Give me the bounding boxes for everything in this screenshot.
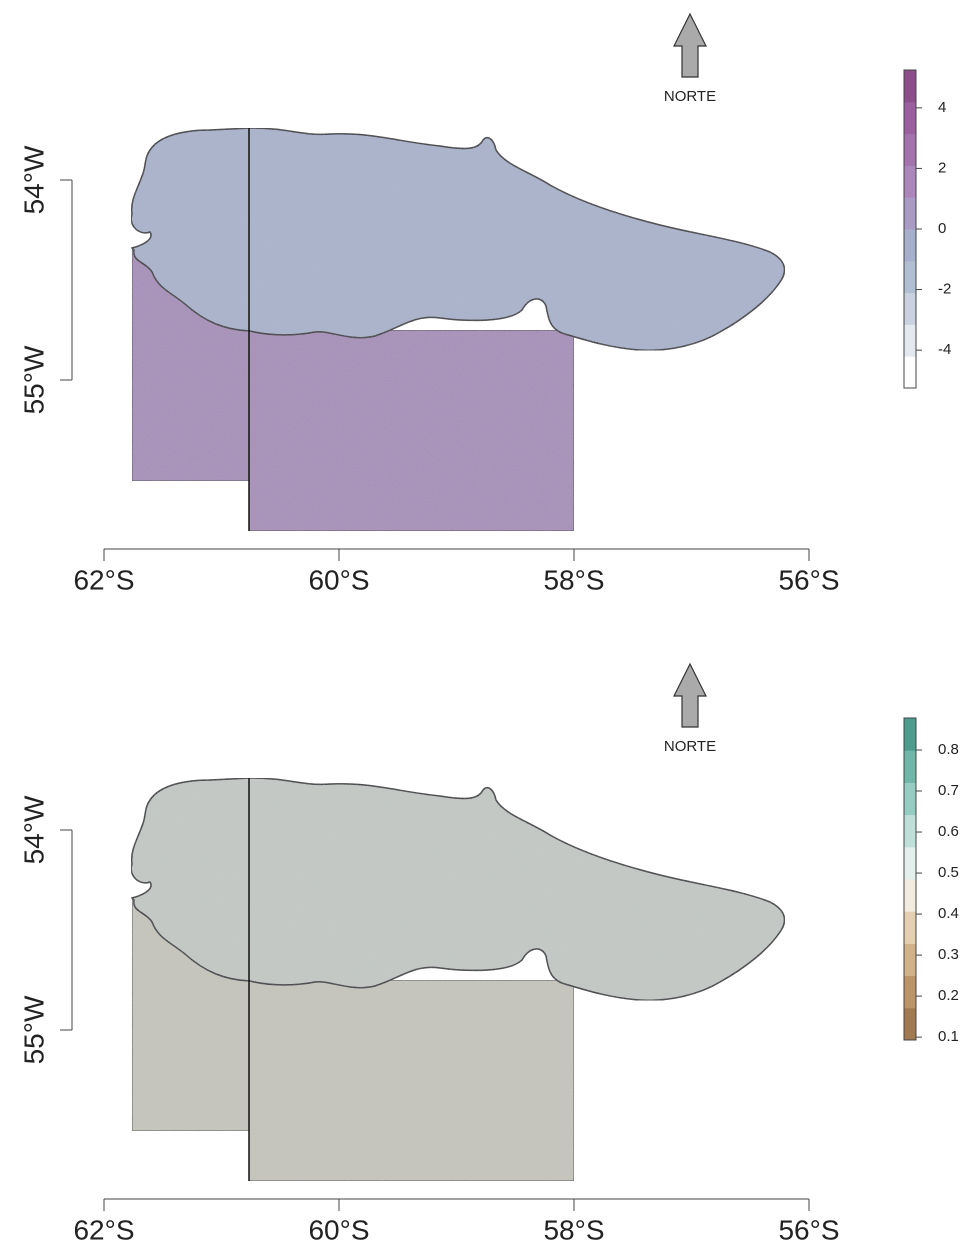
colorbar-tick-label: 0.8 xyxy=(938,741,959,758)
colorbar-tick-label: 0.1 xyxy=(938,1028,959,1045)
colorbar-step xyxy=(904,133,916,166)
colorbar-step xyxy=(904,975,916,1009)
x-tick-label: 60°S xyxy=(308,1214,369,1245)
raster-block xyxy=(248,329,575,532)
colorbar-tick-label: -2 xyxy=(938,281,951,298)
map-panel: NORTE 62°S 60°S 58°S 56°S 54°W 55°W -4 -2 0 2 4 xyxy=(18,12,951,595)
x-tick-label: 58°S xyxy=(543,1214,604,1245)
y-tick-label: 55°W xyxy=(18,345,49,414)
colorbar-tick-label: 0.3 xyxy=(938,946,959,963)
colorbar-frame xyxy=(903,717,917,1041)
colorbar-tick-label: 0.6 xyxy=(938,823,959,840)
colorbar-step xyxy=(904,197,916,230)
colorbar-step xyxy=(904,260,916,294)
colorbar-tick-label: 0 xyxy=(938,220,946,237)
colorbar-step xyxy=(904,782,916,816)
x-tick-label: 60°S xyxy=(308,564,369,595)
colorbar-step xyxy=(904,943,916,977)
colorbar-tick-label: 0.2 xyxy=(938,987,959,1004)
colorbar-step xyxy=(904,165,916,198)
colorbar-step xyxy=(904,229,916,262)
y-tick-label: 54°W xyxy=(18,795,49,864)
colorbar-step xyxy=(904,101,916,135)
north-arrow xyxy=(673,12,707,78)
colorbar-tick-label: 0.5 xyxy=(938,864,959,881)
colorbar-tick-label: 4 xyxy=(938,99,946,116)
colorbar-tick-label: 0.4 xyxy=(938,905,959,922)
raster-block xyxy=(248,979,575,1182)
colorbar-step xyxy=(904,70,916,103)
colorbar-step xyxy=(904,324,916,357)
colorbar-tick-label: 2 xyxy=(938,159,946,176)
colorbar-step xyxy=(904,814,916,848)
x-tick-label: 62°S xyxy=(73,1214,134,1245)
x-tick-label: 56°S xyxy=(778,1214,839,1245)
colorbar-step xyxy=(904,1007,916,1041)
north-arrow xyxy=(673,662,707,728)
colorbar-step xyxy=(904,911,916,944)
colorbar-step xyxy=(904,718,916,751)
island xyxy=(130,777,786,1002)
map-panel: NORTE 62°S 60°S 58°S 56°S 54°W 55°W 0.1 0.2 0.3 0.… xyxy=(18,662,959,1245)
x-tick-label: 58°S xyxy=(543,564,604,595)
colorbar-step xyxy=(904,292,916,325)
x-tick-label: 56°S xyxy=(778,564,839,595)
y-tick-label: 55°W xyxy=(18,995,49,1064)
colorbar-step xyxy=(904,356,916,389)
y-tick-label: 54°W xyxy=(18,145,49,214)
colorbar-step xyxy=(904,750,916,783)
island xyxy=(130,127,786,352)
colorbar-tick-label: 0.7 xyxy=(938,782,959,799)
colorbar-tick-label: -4 xyxy=(938,341,951,358)
north-label: NORTE xyxy=(664,88,716,105)
x-tick-label: 62°S xyxy=(73,564,134,595)
colorbar-step xyxy=(904,846,916,880)
colorbar-step xyxy=(904,879,916,912)
north-label: NORTE xyxy=(664,738,716,755)
